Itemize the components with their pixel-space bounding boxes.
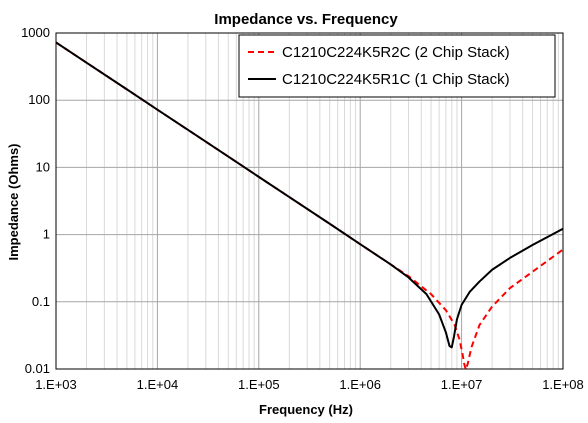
y-tick-label: 0.01 bbox=[25, 361, 50, 376]
legend-label-2: C1210C224K5R1C (1 Chip Stack) bbox=[282, 71, 510, 88]
legend-box bbox=[238, 34, 556, 98]
series-layer bbox=[55, 41, 564, 371]
y-tick-label: 1 bbox=[43, 227, 50, 242]
x-tick-label: 1.E+08 bbox=[542, 377, 584, 392]
y-axis-label: Impedance (Ohms) bbox=[6, 143, 21, 260]
x-tick-label: 1.E+04 bbox=[137, 377, 179, 392]
y-axis-ticks: 0.01 0.1 1 10 100 1000 bbox=[21, 25, 50, 376]
x-tick-label: 1.E+03 bbox=[35, 377, 77, 392]
series-line-2 bbox=[55, 41, 564, 349]
chart-title: Impedance vs. Frequency bbox=[214, 11, 398, 28]
x-tick-label: 1.E+05 bbox=[238, 377, 280, 392]
x-tick-label: 1.E+07 bbox=[441, 377, 483, 392]
x-axis-ticks: 1.E+03 1.E+04 1.E+05 1.E+06 1.E+07 1.E+08 bbox=[35, 377, 584, 392]
y-tick-label: 1000 bbox=[21, 25, 50, 40]
x-axis-label: Frequency (Hz) bbox=[259, 402, 353, 417]
legend: C1210C224K5R2C (2 Chip Stack) C1210C224K5… bbox=[238, 34, 556, 98]
y-tick-label: 0.1 bbox=[32, 294, 50, 309]
y-tick-label: 100 bbox=[28, 92, 50, 107]
plot-area-border bbox=[55, 32, 564, 370]
y-tick-label: 10 bbox=[36, 159, 50, 174]
legend-label-1: C1210C224K5R2C (2 Chip Stack) bbox=[282, 44, 510, 61]
series-line-1 bbox=[55, 41, 564, 371]
x-tick-label: 1.E+06 bbox=[339, 377, 381, 392]
minor-grid bbox=[86, 33, 559, 369]
